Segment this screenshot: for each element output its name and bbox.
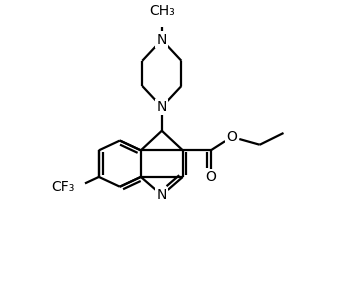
Text: N: N — [157, 33, 167, 47]
Text: O: O — [205, 170, 216, 184]
Text: O: O — [226, 130, 237, 144]
Text: CH₃: CH₃ — [149, 4, 175, 18]
Text: CF₃: CF₃ — [52, 180, 75, 194]
Text: N: N — [157, 188, 167, 202]
Text: N: N — [157, 100, 167, 114]
